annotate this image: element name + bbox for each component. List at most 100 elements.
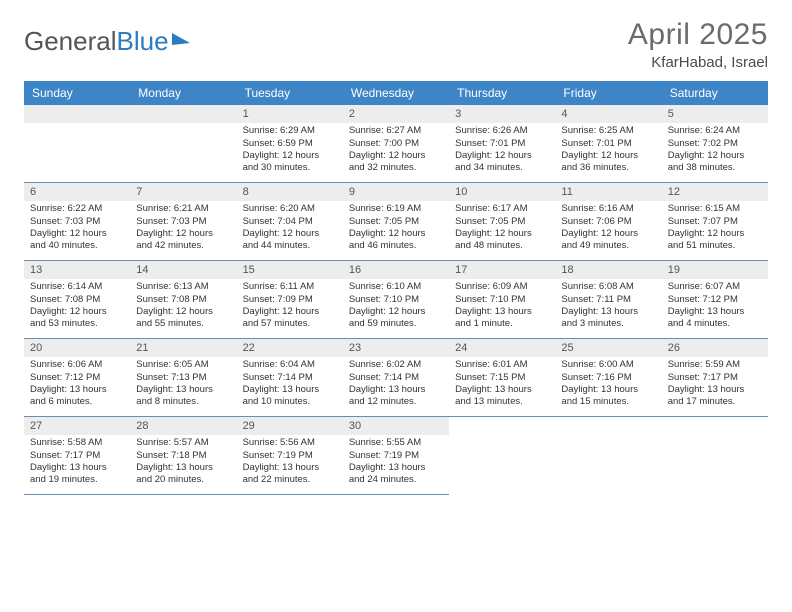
weekday-label: Friday: [555, 81, 661, 105]
calendar-cell: 4Sunrise: 6:25 AMSunset: 7:01 PMDaylight…: [555, 105, 661, 183]
sunrise-line: Sunrise: 6:16 AM: [561, 203, 655, 215]
calendar-cell: [555, 417, 661, 495]
calendar-cell: 20Sunrise: 6:06 AMSunset: 7:12 PMDayligh…: [24, 339, 130, 417]
sunrise-line: Sunrise: 6:07 AM: [668, 281, 762, 293]
cell-body: Sunrise: 6:22 AMSunset: 7:03 PMDaylight:…: [24, 201, 130, 256]
calendar-cell: 14 Sunrise: 6:13 AMSunset: 7:08 PMDayligh…: [130, 261, 236, 339]
daylight-line: Daylight: 12 hours and 51 minutes.: [668, 228, 762, 253]
cell-body: Sunrise: 6:05 AMSunset: 7:13 PMDaylight:…: [130, 357, 236, 412]
day-number: 21: [130, 339, 236, 357]
day-number: 20: [24, 339, 130, 357]
day-number: 27: [24, 417, 130, 435]
daylight-line: Daylight: 12 hours and 44 minutes.: [243, 228, 337, 253]
sunset-line: Sunset: 7:18 PM: [136, 450, 230, 462]
day-number: 6: [24, 183, 130, 201]
daylight-line: Daylight: 13 hours and 17 minutes.: [668, 384, 762, 409]
sunset-line: Sunset: 7:06 PM: [561, 216, 655, 228]
brand-part2: Blue: [117, 26, 169, 57]
sunset-line: Sunset: 7:14 PM: [243, 372, 337, 384]
day-number: 22: [237, 339, 343, 357]
cell-body: Sunrise: 6:27 AMSunset: 7:00 PMDaylight:…: [343, 123, 449, 178]
weekday-label: Sunday: [24, 81, 130, 105]
cell-body: Sunrise: 6:04 AMSunset: 7:14 PMDaylight:…: [237, 357, 343, 412]
cell-body: Sunrise: 6:01 AMSunset: 7:15 PMDaylight:…: [449, 357, 555, 412]
calendar-cell: 7Sunrise: 6:21 AMSunset: 7:03 PMDaylight…: [130, 183, 236, 261]
calendar-week: 1Sunrise: 6:29 AMSunset: 6:59 PMDaylight…: [24, 105, 768, 183]
day-number: 15: [237, 261, 343, 279]
sunset-line: Sunset: 7:01 PM: [561, 138, 655, 150]
sunrise-line: Sunrise: 6:05 AM: [136, 359, 230, 371]
calendar-cell: 13Sunrise: 6:14 AMSunset: 7:08 PMDayligh…: [24, 261, 130, 339]
daylight-line: Daylight: 12 hours and 49 minutes.: [561, 228, 655, 253]
sunrise-line: Sunrise: 5:58 AM: [30, 437, 124, 449]
cell-body: Sunrise: 5:56 AMSunset: 7:19 PMDaylight:…: [237, 435, 343, 490]
calendar-cell: [24, 105, 130, 183]
daylight-line: Daylight: 12 hours and 57 minutes.: [243, 306, 337, 331]
weekday-label: Saturday: [662, 81, 768, 105]
cell-body: Sunrise: 6:26 AMSunset: 7:01 PMDaylight:…: [449, 123, 555, 178]
sunset-line: Sunset: 7:00 PM: [349, 138, 443, 150]
daylight-line: Daylight: 12 hours and 59 minutes.: [349, 306, 443, 331]
weekday-label: Wednesday: [343, 81, 449, 105]
daylight-line: Daylight: 12 hours and 55 minutes.: [136, 306, 230, 331]
sunset-line: Sunset: 7:08 PM: [136, 294, 230, 306]
day-number: 29: [237, 417, 343, 435]
sunset-line: Sunset: 7:19 PM: [243, 450, 337, 462]
daylight-line: Daylight: 12 hours and 48 minutes.: [455, 228, 549, 253]
day-number-empty: [130, 105, 236, 123]
cell-body: Sunrise: 5:55 AMSunset: 7:19 PMDaylight:…: [343, 435, 449, 490]
daylight-line: Daylight: 13 hours and 22 minutes.: [243, 462, 337, 487]
daylight-line: Daylight: 12 hours and 32 minutes.: [349, 150, 443, 175]
day-number: 14: [130, 261, 236, 279]
sunrise-line: Sunrise: 5:57 AM: [136, 437, 230, 449]
calendar-week: 6Sunrise: 6:22 AMSunset: 7:03 PMDaylight…: [24, 183, 768, 261]
calendar-cell: 10Sunrise: 6:17 AMSunset: 7:05 PMDayligh…: [449, 183, 555, 261]
cell-body: Sunrise: 5:57 AMSunset: 7:18 PMDaylight:…: [130, 435, 236, 490]
sunset-line: Sunset: 7:04 PM: [243, 216, 337, 228]
sunrise-line: Sunrise: 6:02 AM: [349, 359, 443, 371]
daylight-line: Daylight: 13 hours and 15 minutes.: [561, 384, 655, 409]
calendar-cell: [130, 105, 236, 183]
sunset-line: Sunset: 7:03 PM: [30, 216, 124, 228]
cell-body: Sunrise: 6:29 AMSunset: 6:59 PMDaylight:…: [237, 123, 343, 178]
day-number: 5: [662, 105, 768, 123]
sunset-line: Sunset: 7:12 PM: [668, 294, 762, 306]
sunset-line: Sunset: 7:03 PM: [136, 216, 230, 228]
daylight-line: Daylight: 13 hours and 3 minutes.: [561, 306, 655, 331]
sunrise-line: Sunrise: 6:15 AM: [668, 203, 762, 215]
cell-body: Sunrise: 6:19 AMSunset: 7:05 PMDaylight:…: [343, 201, 449, 256]
sunrise-line: Sunrise: 6:26 AM: [455, 125, 549, 137]
day-number: 19: [662, 261, 768, 279]
calendar-cell: 29Sunrise: 5:56 AMSunset: 7:19 PMDayligh…: [237, 417, 343, 495]
sunrise-line: Sunrise: 6:29 AM: [243, 125, 337, 137]
daylight-line: Daylight: 12 hours and 36 minutes.: [561, 150, 655, 175]
day-number: 2: [343, 105, 449, 123]
calendar-cell: 18Sunrise: 6:08 AMSunset: 7:11 PMDayligh…: [555, 261, 661, 339]
calendar-cell: [449, 417, 555, 495]
sunset-line: Sunset: 7:02 PM: [668, 138, 762, 150]
calendar-cell: 16Sunrise: 6:10 AMSunset: 7:10 PMDayligh…: [343, 261, 449, 339]
weekday-label: Tuesday: [237, 81, 343, 105]
calendar-cell: 1Sunrise: 6:29 AMSunset: 6:59 PMDaylight…: [237, 105, 343, 183]
sunset-line: Sunset: 7:09 PM: [243, 294, 337, 306]
daylight-line: Daylight: 13 hours and 8 minutes.: [136, 384, 230, 409]
daylight-line: Daylight: 13 hours and 20 minutes.: [136, 462, 230, 487]
sunrise-line: Sunrise: 6:01 AM: [455, 359, 549, 371]
sunrise-line: Sunrise: 6:06 AM: [30, 359, 124, 371]
calendar-grid: 1Sunrise: 6:29 AMSunset: 6:59 PMDaylight…: [24, 105, 768, 495]
page-title: April 2025: [628, 18, 768, 52]
calendar-cell: 23Sunrise: 6:02 AMSunset: 7:14 PMDayligh…: [343, 339, 449, 417]
weekday-label: Thursday: [449, 81, 555, 105]
sunrise-line: Sunrise: 6:21 AM: [136, 203, 230, 215]
calendar-week: 20Sunrise: 6:06 AMSunset: 7:12 PMDayligh…: [24, 339, 768, 417]
sunset-line: Sunset: 7:17 PM: [30, 450, 124, 462]
calendar-cell: 19Sunrise: 6:07 AMSunset: 7:12 PMDayligh…: [662, 261, 768, 339]
location-subtitle: KfarHabad, Israel: [628, 54, 768, 71]
sunrise-line: Sunrise: 6:13 AM: [136, 281, 230, 293]
day-number: 30: [343, 417, 449, 435]
cell-body: Sunrise: 6:17 AMSunset: 7:05 PMDaylight:…: [449, 201, 555, 256]
day-number: 12: [662, 183, 768, 201]
sunset-line: Sunset: 7:11 PM: [561, 294, 655, 306]
day-number: 8: [237, 183, 343, 201]
cell-body: Sunrise: 5:58 AMSunset: 7:17 PMDaylight:…: [24, 435, 130, 490]
